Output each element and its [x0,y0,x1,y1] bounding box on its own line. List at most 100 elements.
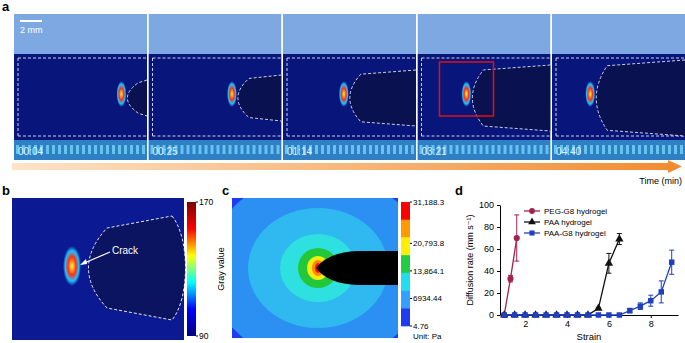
timestamp: 04:40 [556,146,581,157]
ruler [418,140,551,160]
tick-label: 8 [649,319,654,329]
colorbar-tick-label: 4.76 [413,322,429,331]
scale-bar [20,20,42,22]
gel [552,54,685,140]
ruler-tick [88,145,91,154]
tick-label: 6 [607,319,612,329]
timestamp: 01:14 [287,146,312,157]
frame [552,14,685,160]
crack [316,251,398,285]
ruler-tick [674,145,677,154]
plot-area [500,215,674,318]
gel-outline [556,58,685,136]
colorbar-tick [410,298,412,299]
crack-hotspot [116,81,126,107]
marker [575,312,580,317]
y-axis-title: Diffusion rate (mm s⁻¹) [465,214,475,305]
ruler-tick [277,145,280,154]
ruler-tick [498,145,501,154]
colorbar [401,202,410,326]
marker [584,310,592,317]
colorbar-band [401,273,410,291]
ruler-tick [106,145,109,154]
tick: 100 [479,200,500,210]
error-bar [638,303,643,310]
ruler-tick [608,145,611,154]
tick-label: 100 [479,200,494,210]
gel-outline [153,58,282,136]
ruler-tick [124,145,127,154]
tick-mark [497,227,500,228]
marker [627,308,632,313]
annotation-arrowhead [80,259,87,265]
ruler-tick [387,145,390,154]
panel-label: d [455,183,463,198]
cavity [350,70,416,126]
marker [669,259,674,264]
colorbar-tick [196,202,198,203]
tick-label: 60 [484,244,494,254]
ruler-tick [680,145,683,154]
tick-mark [497,315,500,316]
tick-mark [497,205,500,206]
timestamp: 00:25 [153,146,178,157]
marker [573,310,581,317]
colorbar-tick-label: 90 [199,331,209,341]
marker [648,298,653,303]
ruler-tick [650,145,653,154]
error-bar-cap [638,302,643,303]
ruler-tick [271,145,274,154]
colorbar-band [401,255,410,273]
colorbar-band [401,202,410,220]
cavity [238,75,282,121]
tick-label: 20 [484,288,494,298]
ruler-tick [411,145,414,154]
tick-label: 2 [523,319,528,329]
error-bar-cap [606,273,611,274]
colorbar-tick [196,336,198,337]
tick: 20 [484,288,500,298]
tick: 8 [649,315,654,329]
marker [552,310,560,317]
frame [149,14,282,160]
ruler-tick [381,145,384,154]
colorbar-tick [410,202,412,203]
colorbar-tick [410,243,412,244]
ruler-tick [265,145,268,154]
colorbar-tick-label: 170 [199,197,213,207]
time-axis-label: Time (min) [639,176,682,186]
ruler-tick [590,145,593,154]
ruler-tick [217,145,220,154]
marker [542,310,550,317]
gel-outline [422,58,551,136]
crack-hotspot [63,246,81,286]
error-bar-cap [617,244,622,245]
tick-mark [497,249,500,250]
legend-label: PAA-G8 hydrogel [544,229,606,238]
ruler-tick [100,145,103,154]
panel-b-image [12,198,186,340]
error-bar-cap [659,302,664,303]
cavity [472,65,550,131]
error-bar-cap [669,274,674,275]
ruler-tick [486,145,489,154]
axis-line [500,206,501,316]
ruler-tick [259,145,262,154]
ruler-tick [656,145,659,154]
error-bar [627,308,632,312]
gel [283,54,416,140]
ruler-tick [193,145,196,154]
colorbar-band [401,291,410,309]
marker [501,312,506,317]
ruler-tick [614,145,617,154]
ruler-tick [540,145,543,154]
ruler-tick [468,145,471,154]
marker [531,310,539,317]
ruler [14,140,147,160]
frame-background [283,14,416,160]
cavity [596,60,685,136]
error-bar-cap [648,306,653,307]
crack-hotspot [461,81,471,107]
ruler-tick [363,145,366,154]
ruler-tick [668,145,671,154]
